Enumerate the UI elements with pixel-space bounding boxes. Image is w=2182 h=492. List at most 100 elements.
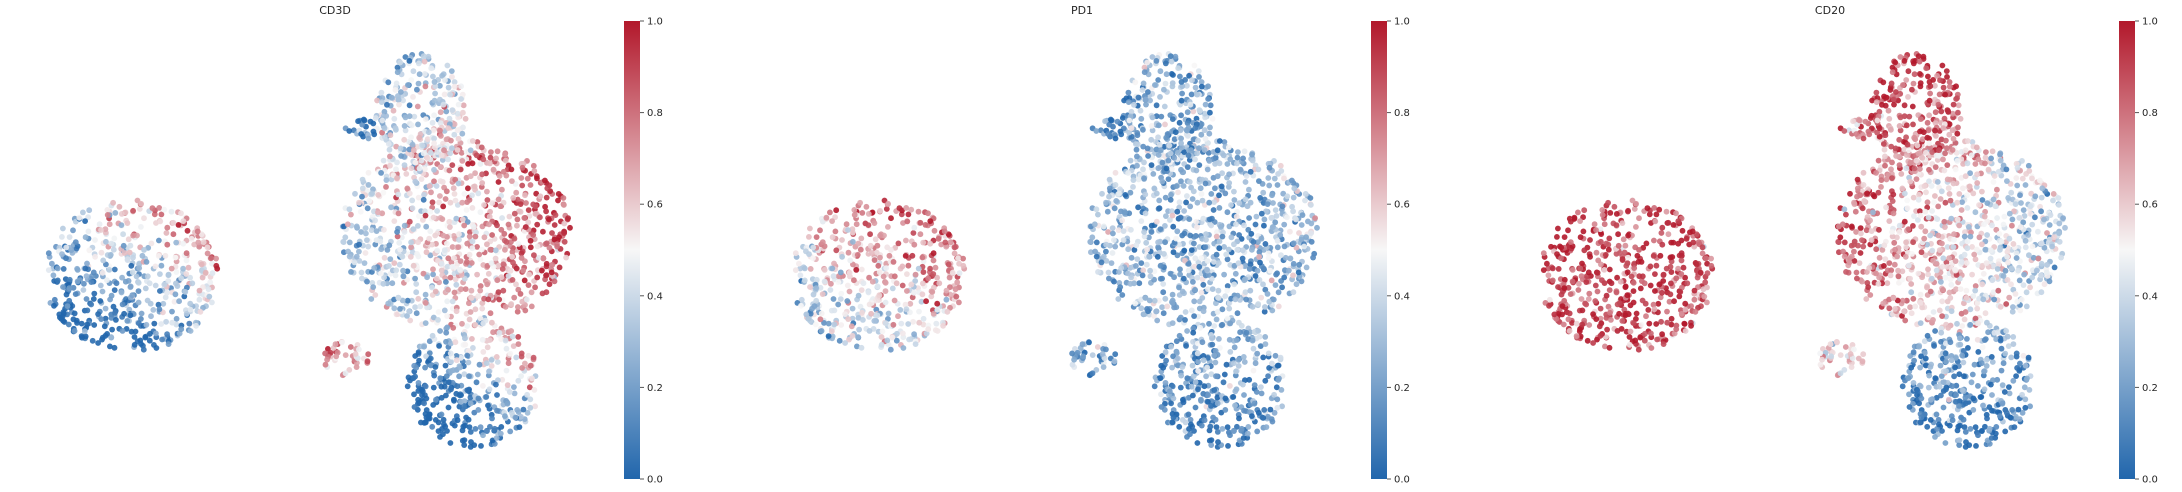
scatter-point	[555, 191, 562, 197]
scatter-point	[1290, 289, 1297, 296]
scatter-point	[356, 241, 362, 248]
scatter-point	[851, 207, 858, 213]
scatter-point	[1278, 387, 1285, 393]
scatter-point	[1246, 266, 1253, 272]
scatter-point	[1678, 271, 1685, 277]
scatter-point	[860, 317, 866, 323]
scatter-point	[1185, 261, 1192, 267]
scatter-point	[365, 351, 372, 358]
scatter-point	[414, 86, 420, 93]
scatter-point	[1148, 162, 1155, 169]
scatter-point	[877, 232, 883, 239]
colorbar-tick-label: 0.8	[647, 108, 663, 119]
scatter-point	[838, 290, 845, 297]
scatter-point	[1204, 266, 1210, 273]
scatter-point	[915, 208, 922, 215]
scatter-point	[1684, 280, 1691, 287]
scatter-point	[1860, 169, 1867, 176]
scatter-point	[885, 310, 892, 317]
scatter-point	[1157, 94, 1163, 100]
scatter-point	[429, 332, 436, 339]
scatter-point	[1608, 317, 1614, 323]
scatter-point	[903, 306, 910, 313]
scatter-point	[524, 409, 531, 416]
scatter-point	[431, 372, 438, 379]
scatter-point	[1140, 267, 1147, 274]
scatter-point	[517, 291, 524, 297]
scatter-point	[127, 283, 134, 290]
scatter-point	[529, 375, 535, 382]
scatter-point	[437, 82, 443, 89]
scatter-point	[183, 310, 190, 317]
scatter-point	[431, 166, 437, 173]
scatter-point	[413, 364, 420, 371]
scatter-point	[1274, 404, 1281, 411]
scatter-point	[418, 157, 425, 164]
scatter-point	[1259, 414, 1266, 421]
scatter-point	[99, 269, 106, 276]
scatter-point	[955, 255, 961, 262]
scatter-point	[102, 315, 109, 322]
scatter-point	[534, 221, 541, 228]
scatter-point	[819, 239, 826, 246]
scatter-point	[365, 243, 372, 250]
scatter-point	[388, 94, 395, 101]
scatter-point	[497, 430, 504, 437]
scatter-point	[542, 203, 548, 210]
scatter-point	[402, 127, 409, 134]
scatter-point	[531, 252, 537, 259]
scatter-point	[1575, 287, 1582, 293]
scatter-point	[519, 365, 525, 371]
scatter-point	[466, 373, 472, 380]
scatter-point	[1140, 80, 1147, 87]
scatter-point	[408, 152, 415, 158]
scatter-point	[807, 284, 813, 290]
scatter-point	[548, 269, 555, 276]
scatter-point	[45, 267, 52, 273]
scatter-point	[507, 428, 514, 435]
scatter-point	[1168, 191, 1174, 198]
scatter-point	[1242, 179, 1249, 185]
scatter-point	[479, 171, 485, 178]
scatter-point	[490, 166, 497, 173]
scatter-point	[395, 191, 402, 198]
scatter-point	[1626, 341, 1633, 348]
scatter-point	[1099, 190, 1105, 197]
scatter-point	[1089, 370, 1096, 377]
scatter-point	[375, 209, 381, 216]
scatter-point	[1244, 430, 1251, 437]
scatter-point	[401, 162, 408, 169]
scatter-point	[449, 74, 455, 80]
scatter-point	[521, 277, 528, 284]
scatter-point	[163, 318, 170, 325]
scatter-point	[381, 108, 388, 115]
scatter-point	[1205, 83, 1211, 90]
scatter-point	[1279, 284, 1285, 291]
scatter-point	[1270, 200, 1276, 206]
scatter-point	[513, 354, 520, 361]
scatter-point	[1555, 225, 1561, 232]
scatter-point	[1211, 323, 1218, 329]
scatter-point	[437, 109, 444, 116]
scatter-point	[1243, 329, 1250, 336]
scatter-point	[1256, 333, 1263, 340]
panel-cd3d: CD3D 0.00.20.40.60.81.0	[45, 4, 663, 486]
scatter-point	[1188, 421, 1194, 428]
scatter-point	[353, 364, 360, 370]
scatter-point	[378, 89, 385, 96]
scatter-point	[1093, 239, 1100, 246]
scatter-point	[462, 341, 469, 348]
scatter-point	[1287, 255, 1294, 262]
scatter-point	[1962, 173, 1969, 180]
scatter-point	[1255, 301, 1262, 307]
scatter-point	[504, 382, 511, 388]
scatter-point	[451, 79, 458, 85]
scatter-point	[169, 308, 175, 315]
scatter-point	[507, 350, 514, 357]
scatter-point	[422, 320, 429, 326]
scatter-point	[930, 310, 937, 317]
scatter-point	[498, 336, 505, 343]
scatter-point	[1196, 145, 1202, 152]
scatter-point	[464, 199, 470, 206]
scatter-point	[1225, 246, 1232, 253]
